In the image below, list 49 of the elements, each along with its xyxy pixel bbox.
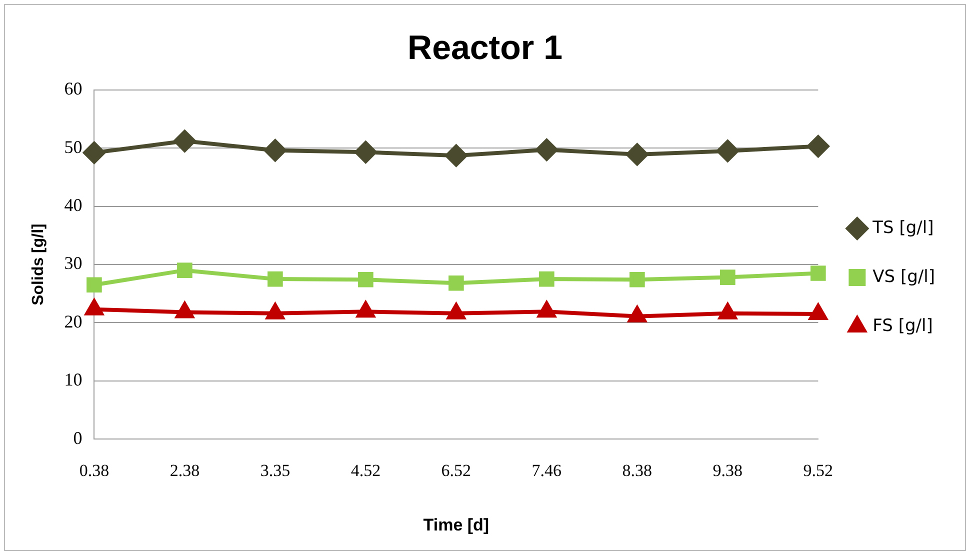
point: [628, 306, 646, 322]
point: [447, 303, 466, 320]
point: [268, 271, 283, 287]
point: [177, 262, 192, 278]
y-tick-label: 20: [64, 311, 82, 332]
y-tick-label: 60: [64, 78, 82, 99]
point: [358, 272, 374, 288]
y-tick-label: 10: [64, 370, 82, 390]
x-axis-title: Time [d]: [423, 515, 490, 534]
point: [85, 299, 104, 316]
point: [630, 272, 645, 288]
point: [716, 140, 739, 162]
x-tick-label: 9.52: [803, 460, 834, 480]
point: [266, 303, 284, 320]
point: [536, 138, 558, 161]
y-tick-label: 30: [64, 253, 82, 274]
legend-label: FS [g/l]: [872, 316, 933, 336]
point: [720, 270, 736, 285]
point: [539, 271, 554, 287]
point: [86, 277, 102, 293]
x-tick-label: 8.38: [622, 460, 652, 480]
y-tick-label: 40: [64, 195, 82, 215]
x-tick-label: 3.35: [260, 460, 290, 480]
y-tick-label: 50: [64, 136, 82, 157]
x-tick-label: 7.46: [532, 460, 562, 480]
point: [448, 275, 464, 291]
point: [356, 302, 375, 318]
x-tick-label: 0.38: [79, 460, 110, 480]
point: [176, 302, 194, 318]
point: [174, 130, 196, 152]
legend-label: VS [g/l]: [872, 266, 936, 287]
point: [538, 302, 556, 318]
point: [718, 303, 737, 320]
x-tick-label: 4.52: [350, 460, 381, 480]
chart-title: Reactor 1: [408, 28, 562, 67]
point: [354, 141, 377, 164]
point: [83, 142, 106, 164]
y-tick-label: 0: [73, 428, 82, 448]
x-tick-label: 2.38: [170, 460, 200, 480]
point: [626, 143, 648, 166]
point: [264, 139, 286, 162]
legend-label: TS [g/l]: [872, 218, 934, 238]
point: [807, 135, 830, 158]
point: [809, 304, 828, 320]
x-tick-label: 9.38: [712, 460, 743, 480]
point: [810, 266, 826, 281]
point: [445, 144, 468, 167]
x-tick-label: 6.52: [441, 460, 472, 480]
y-axis-title: Solids [g/l]: [30, 224, 48, 306]
